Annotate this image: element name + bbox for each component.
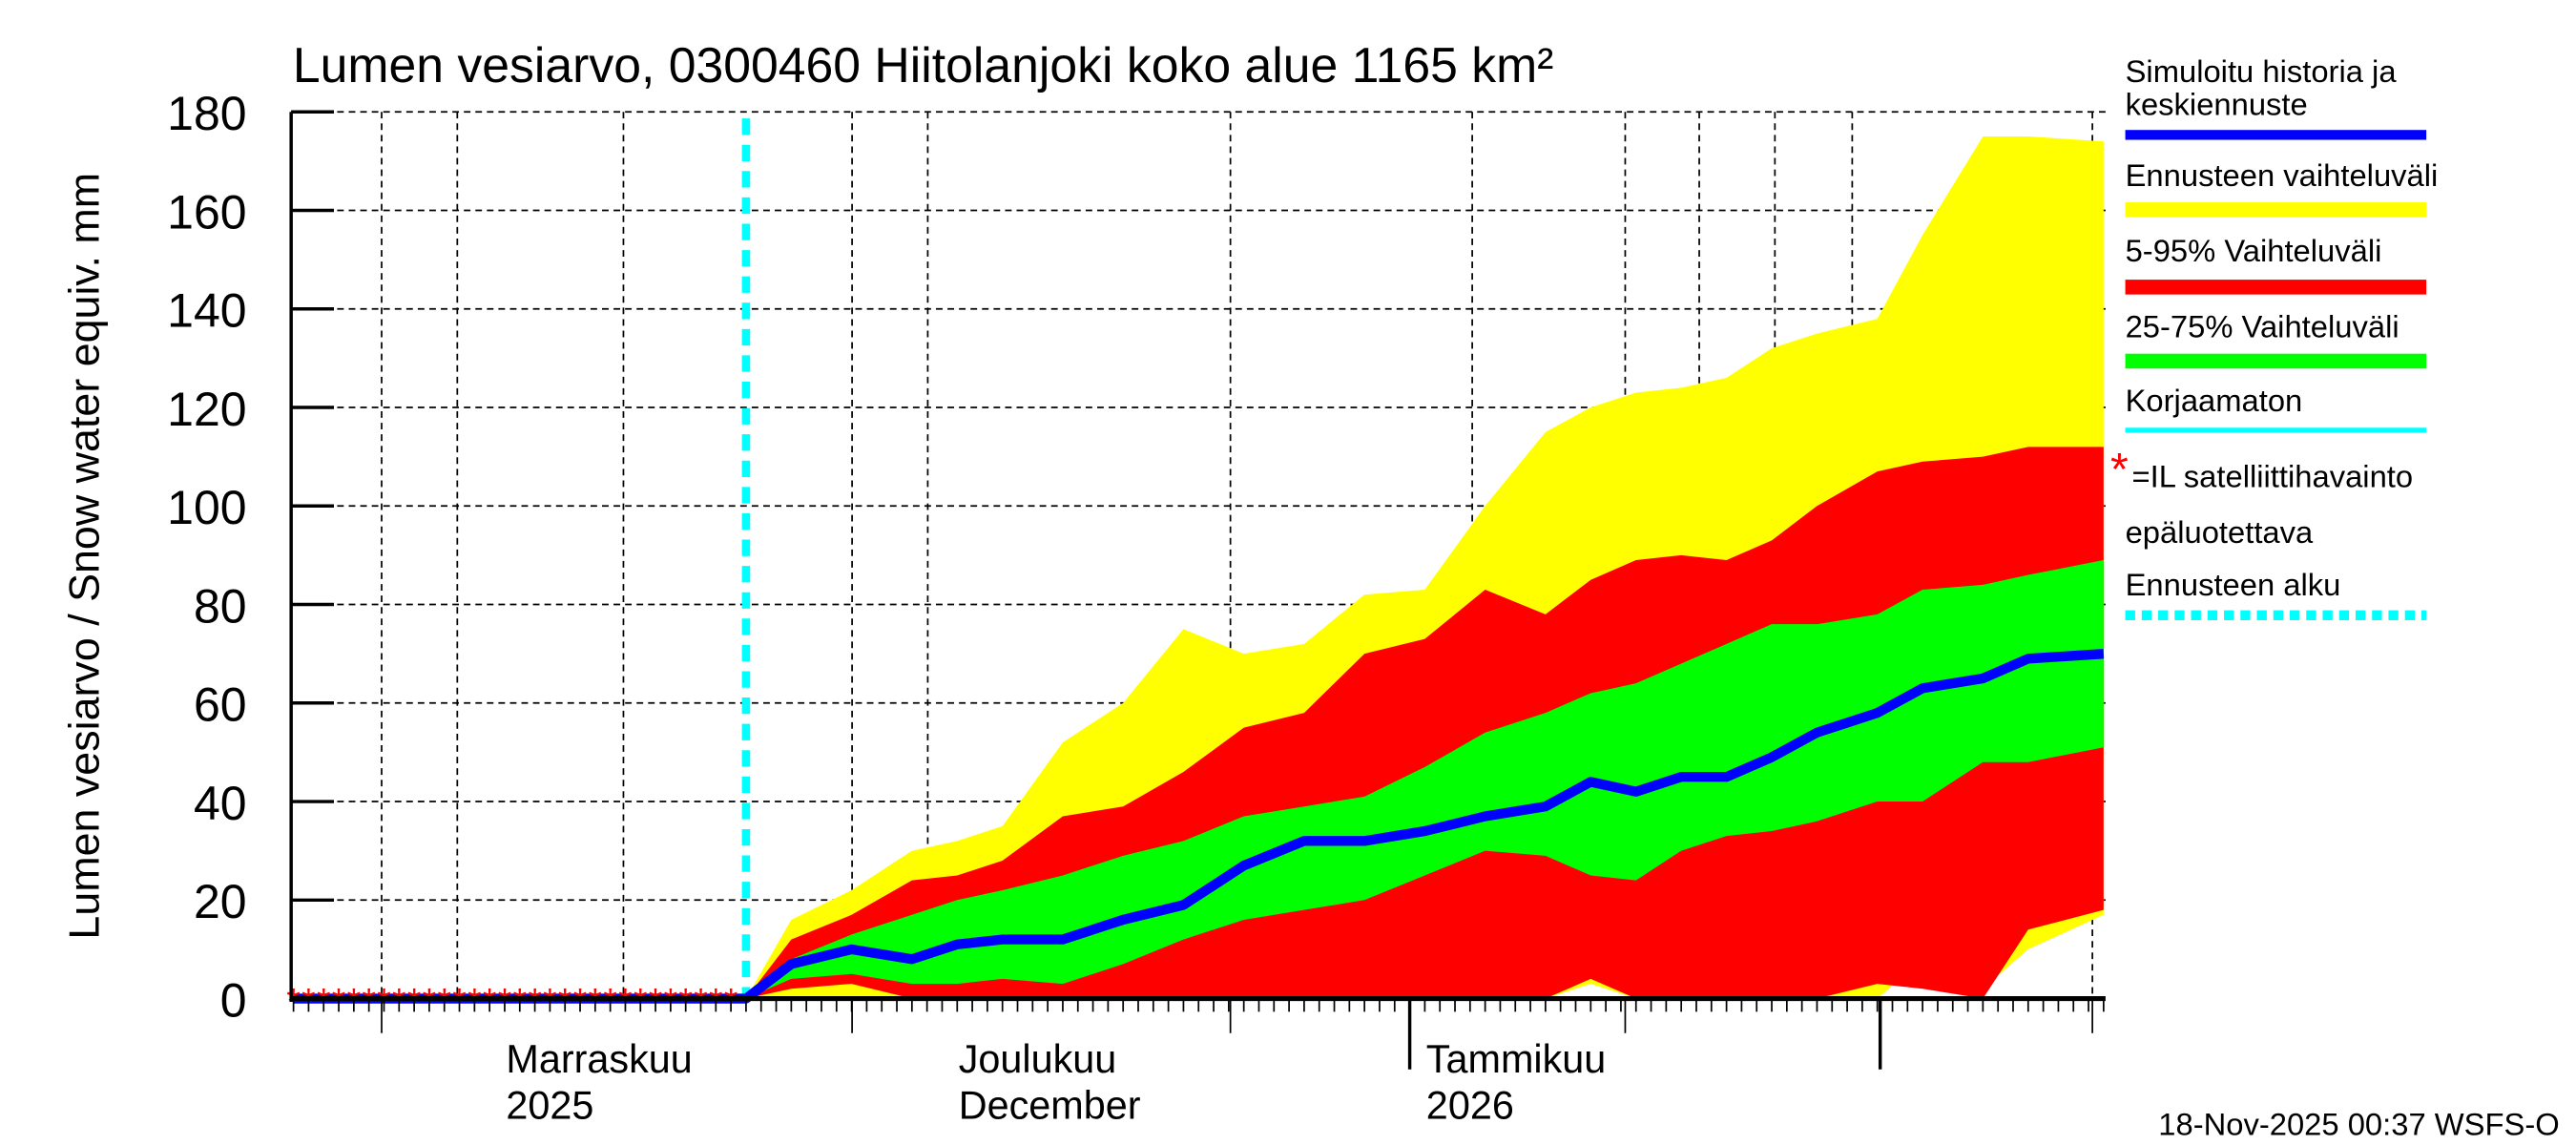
- x-tick-label-sub: December: [959, 1083, 1141, 1127]
- x-tick-label: Marraskuu: [506, 1037, 692, 1081]
- y-tick-label: 100: [167, 481, 246, 534]
- x-tick-label-sub: 2025: [506, 1083, 593, 1127]
- band-25-75-vaihteluv-li: [745, 560, 2104, 999]
- legend-label-forecast-range: Ennusteen vaihteluväli: [2126, 157, 2439, 193]
- legend-star-icon: *: [2110, 445, 2129, 496]
- band-5-95-vaihteluv-li: [745, 447, 2104, 999]
- legend-label-satellite: =IL satelliittihavainto: [2131, 458, 2413, 493]
- y-tick-label: 140: [167, 284, 246, 338]
- legend-swatch-red: [2125, 280, 2427, 295]
- x-tick-label: Joulukuu: [959, 1037, 1117, 1081]
- legend-label-blue-1: Simuloitu historia ja: [2126, 53, 2398, 89]
- legend-label-uncorrected: Korjaamaton: [2126, 383, 2303, 418]
- legend-swatch-cyan: [2125, 427, 2427, 433]
- legend-swatch-green: [2125, 353, 2427, 369]
- x-tick-label: Tammikuu: [1426, 1037, 1606, 1081]
- y-tick-label: 0: [220, 974, 247, 1028]
- y-axis-label: Lumen vesiarvo / Snow water equiv. mm: [60, 173, 108, 940]
- median-line: [293, 648, 2105, 1004]
- legend-label-unreliable: epäluotettava: [2126, 514, 2314, 550]
- legend-label-25-75: 25-75% Vaihteluväli: [2126, 308, 2399, 344]
- y-tick-label: 180: [167, 87, 246, 140]
- y-tick-label: 80: [194, 579, 247, 633]
- legend-swatch-median: [2125, 130, 2427, 140]
- y-tick-label: 120: [167, 383, 246, 436]
- y-tick-label: 60: [194, 678, 247, 732]
- legend-swatch-yellow: [2125, 202, 2427, 218]
- y-tick-label: 20: [194, 875, 247, 928]
- chart-title: Lumen vesiarvo, 0300460 Hiitolanjoki kok…: [293, 37, 1554, 93]
- legend-label-forecast-start: Ennusteen alku: [2126, 567, 2341, 602]
- x-tick-label-sub: 2026: [1426, 1083, 1514, 1127]
- legend-label-5-95: 5-95% Vaihteluväli: [2126, 233, 2382, 268]
- timestamp: 18-Nov-2025 00:37 WSFS-O: [2158, 1107, 2559, 1142]
- legend-label-blue-2: keskiennuste: [2126, 87, 2308, 122]
- bands: [745, 136, 2104, 999]
- y-tick-label: 40: [194, 777, 247, 830]
- y-tick-label: 160: [167, 185, 246, 239]
